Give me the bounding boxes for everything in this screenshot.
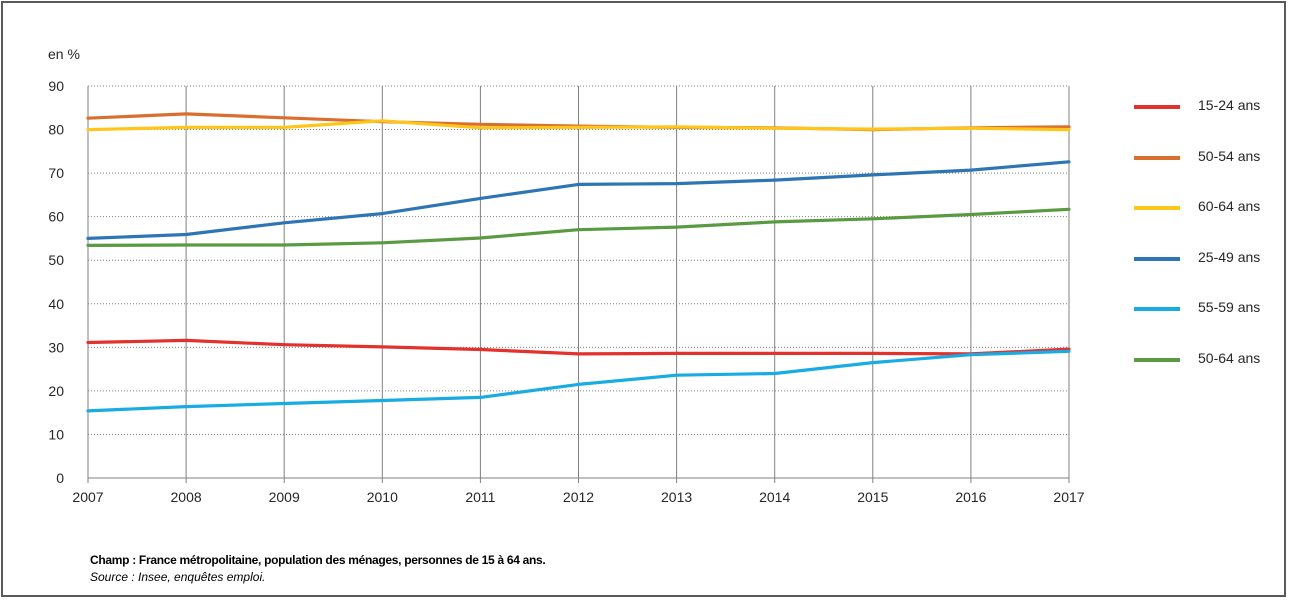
series-line-50-64-ans <box>86 207 1071 247</box>
x-tick-label: 2017 <box>1053 489 1084 505</box>
grid-lines <box>88 85 1070 478</box>
legend-swatch <box>1134 206 1180 210</box>
axes: 0 10 20 30 40 50 60 70 80 90 2007 2008 2009 2010 2011 2… <box>48 78 1084 505</box>
y-tick-label: 30 <box>48 339 64 355</box>
x-tick-label: 2008 <box>171 489 202 505</box>
legend-item: 50-54 ans <box>1134 148 1284 168</box>
series-line-55-59-ans <box>86 349 1071 413</box>
legend-label: 60-64 ans <box>1198 198 1261 214</box>
legend-label: 25-49 ans <box>1198 248 1261 265</box>
legend-swatch <box>1134 307 1180 311</box>
y-tick-label: 10 <box>48 426 64 442</box>
legend-label: 50-54 ans <box>1198 147 1261 164</box>
x-tick-label: 2011 <box>465 489 495 505</box>
legend-swatch <box>1134 155 1180 160</box>
source-note: Source : Insee, enquêtes emploi. <box>90 570 266 584</box>
x-tick-label: 2007 <box>72 489 103 505</box>
x-tick-label: 2009 <box>269 489 300 505</box>
series-line-60-64-ans <box>86 119 1071 132</box>
x-tick-label: 2014 <box>759 489 790 505</box>
legend-label: 15-24 ans <box>1198 97 1261 113</box>
y-tick-label: 70 <box>48 165 64 181</box>
legend-item: 15-24 ans <box>1134 97 1284 117</box>
x-tick-label: 2012 <box>563 489 594 505</box>
legend-label: 55-59 ans <box>1198 299 1261 315</box>
champ-note: Champ : France métropolitaine, populatio… <box>90 553 546 567</box>
x-tick-label: 2010 <box>367 489 398 505</box>
series-line-25-49-ans <box>86 160 1071 240</box>
y-tick-label: 40 <box>48 296 64 312</box>
x-tick-label: 2015 <box>857 489 888 505</box>
legend-item: 50-64 ans <box>1134 350 1284 370</box>
series-line-15-24-ans <box>86 338 1071 356</box>
y-tick-label: 80 <box>48 122 64 138</box>
legend-item: 55-59 ans <box>1134 299 1284 319</box>
legend-item: 60-64 ans <box>1134 198 1284 218</box>
legend-swatch <box>1134 256 1180 261</box>
x-tick-label: 2016 <box>955 489 986 505</box>
legend-label: 50-64 ans <box>1198 349 1261 366</box>
y-tick-label: 0 <box>56 470 64 486</box>
series-lines <box>86 112 1071 413</box>
legend-item: 25-49 ans <box>1134 249 1284 269</box>
legend-swatch <box>1134 105 1180 109</box>
y-tick-label: 60 <box>48 209 64 225</box>
legend-swatch <box>1134 357 1180 362</box>
y-tick-label: 20 <box>48 383 64 399</box>
y-tick-label: 50 <box>48 252 64 268</box>
y-axis-label: en % <box>48 46 80 62</box>
x-tick-label: 2013 <box>661 489 692 505</box>
y-tick-label: 90 <box>48 78 64 94</box>
